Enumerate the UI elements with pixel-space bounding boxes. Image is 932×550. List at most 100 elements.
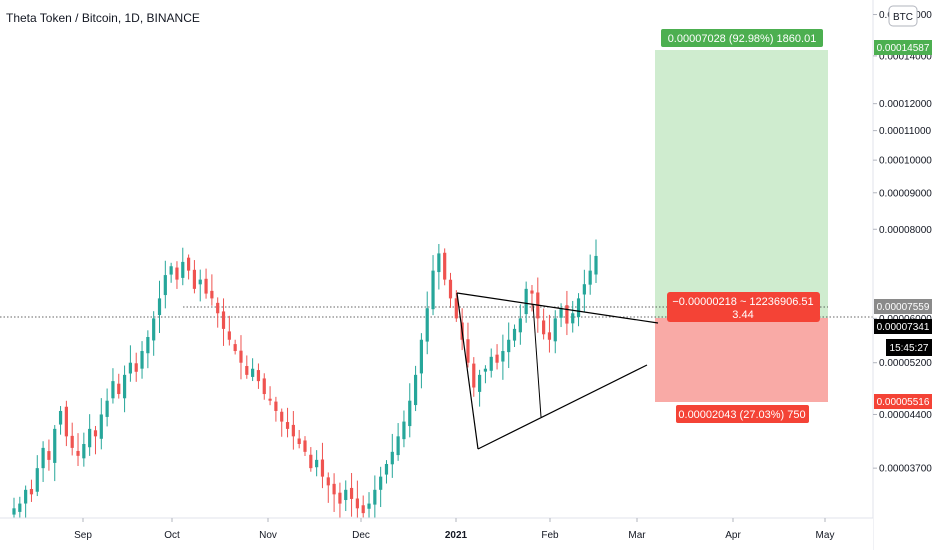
y-tick-label: 0.00003700: [879, 464, 932, 475]
candle-up: [483, 368, 488, 372]
candle-down: [210, 290, 214, 299]
candle-down: [361, 505, 365, 514]
candle-up: [419, 339, 423, 374]
time-axis[interactable]: Sep Oct Nov Dec 2021 Feb Mar Apr May: [0, 517, 873, 550]
candle-down: [216, 302, 220, 314]
candle-up: [24, 489, 28, 504]
candlestick-series: [12, 239, 598, 527]
candle-up: [437, 253, 441, 273]
profit-label[interactable]: 0.00007028 (92.98%) 1860.01: [661, 29, 823, 47]
y-tick-label: 0.00014000: [879, 51, 932, 62]
long-position-profit-zone[interactable]: [655, 50, 828, 318]
candle-down: [326, 477, 330, 486]
y-tick-label: 0.00005200: [879, 358, 932, 369]
x-tick-label: Dec: [352, 530, 370, 541]
candle-up: [384, 463, 389, 475]
candle-up: [571, 313, 575, 324]
candle-up: [35, 468, 39, 492]
long-position-loss-zone[interactable]: [655, 318, 828, 402]
candle-down: [303, 440, 307, 452]
candle-up: [413, 374, 418, 406]
loss-label-text: 0.00002043 (27.03%) 750: [678, 409, 805, 421]
candle-up: [18, 503, 22, 512]
candle-up: [111, 381, 115, 399]
candle-up: [402, 421, 406, 440]
countdown-text: 15:45:27: [890, 343, 929, 354]
triangle-upper-trendline[interactable]: [456, 292, 659, 324]
candle-up: [390, 451, 394, 465]
y-tick-label: 0.00010000: [879, 156, 932, 167]
target-price-tag: 0.00014587: [874, 40, 932, 55]
candle-up: [198, 279, 202, 285]
candle-up: [518, 318, 522, 333]
candle-up: [507, 339, 511, 353]
candle-down: [76, 450, 80, 456]
candle-down: [117, 383, 121, 395]
candle-up: [379, 476, 383, 490]
candle-down: [93, 430, 98, 437]
entry-price-tag: 0.00007559: [874, 299, 932, 314]
last-price-tag: 0.00007341: [874, 319, 932, 334]
candle-down: [227, 331, 231, 340]
candle-up: [88, 428, 92, 448]
candle-up: [408, 400, 412, 427]
candle-up: [553, 318, 557, 342]
triangle-pattern[interactable]: [456, 292, 659, 450]
triangle-left-edge[interactable]: [456, 292, 479, 450]
candle-up: [105, 400, 109, 417]
stop-price-text: 0.00005516: [877, 397, 930, 408]
candle-up: [251, 368, 255, 377]
candle-down: [29, 488, 34, 495]
candle-down: [274, 401, 278, 411]
candle-up: [53, 428, 57, 463]
x-tick-label: Oct: [164, 530, 180, 541]
candle-down: [338, 492, 342, 504]
candle-down: [297, 438, 301, 444]
candle-down: [239, 350, 243, 363]
candle-down: [355, 498, 359, 509]
candle-up: [169, 266, 173, 275]
candle-down: [268, 398, 272, 401]
triangle-lower-trendline[interactable]: [477, 364, 648, 450]
x-tick-label: Apr: [725, 530, 741, 541]
candle-up: [12, 508, 16, 515]
candle-up: [594, 255, 598, 275]
stop-price-tag: 0.00005516: [874, 394, 932, 409]
candle-down: [448, 279, 453, 299]
candle-down: [134, 363, 138, 372]
y-tick-label: 0.00009000: [879, 188, 932, 199]
candle-up: [373, 489, 377, 505]
candle-up: [99, 414, 103, 439]
price-axis[interactable]: 0.000160000.000140000.000120000.00011000…: [872, 0, 932, 550]
candle-up: [576, 298, 581, 318]
candle-down: [309, 454, 313, 469]
center-label-line2: 3.44: [732, 309, 753, 321]
candle-down: [547, 332, 552, 340]
candle-up: [146, 337, 150, 354]
candle-up: [122, 374, 127, 399]
loss-label[interactable]: 0.00002043 (27.03%) 750: [676, 405, 809, 423]
x-tick-label: 2021: [445, 530, 468, 541]
y-tick-label: 0.00011000: [879, 126, 932, 137]
candle-down: [320, 459, 325, 477]
triangle-mid-vertical[interactable]: [532, 303, 542, 418]
target-price-text: 0.00014587: [877, 43, 930, 54]
profit-label-text: 0.00007028 (92.98%) 1860.01: [668, 33, 817, 45]
candle-down: [204, 278, 208, 294]
candle-down: [280, 411, 284, 422]
currency-button[interactable]: BTC: [888, 5, 918, 27]
position-center-label[interactable]: −0.00000218 ~ 12236906.51 3.44: [667, 292, 820, 322]
candle-up: [431, 270, 435, 310]
candle-down: [175, 267, 179, 280]
y-tick-label: 0.00004400: [879, 410, 932, 421]
candle-down: [349, 487, 354, 499]
candle-up: [152, 318, 156, 341]
candle-up: [501, 351, 505, 362]
last-price-text: 0.00007341: [877, 322, 930, 333]
candle-up: [489, 356, 493, 371]
candle-down: [332, 483, 336, 495]
candle-down: [472, 363, 476, 388]
candle-down: [192, 269, 197, 289]
candle-down: [64, 406, 68, 437]
